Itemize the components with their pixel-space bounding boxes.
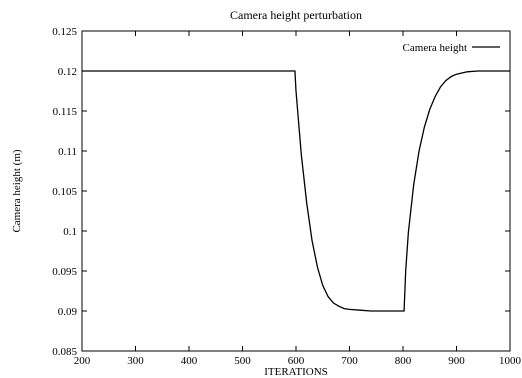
x-axis: 200 300 400 500 600 700 800 900 1000 — [74, 31, 522, 367]
y-tick-label: 0.12 — [58, 66, 77, 78]
x-tick-label: 300 — [127, 355, 144, 367]
x-tick-label: 600 — [288, 355, 305, 367]
y-tick-label: 0.11 — [58, 146, 77, 158]
x-tick-label: 500 — [234, 355, 251, 367]
y-tick-label: 0.09 — [58, 306, 78, 318]
y-axis: 0.085 0.09 0.095 0.1 0.105 0.11 0.115 0.12 0.125 — [52, 26, 510, 358]
x-tick-label: 800 — [395, 355, 412, 367]
chart-title: Camera height perturbation — [230, 8, 362, 22]
y-tick-label: 0.095 — [52, 266, 77, 278]
y-tick-label: 0.1 — [63, 226, 77, 238]
y-tick-label: 0.115 — [53, 106, 78, 118]
x-tick-label: 200 — [74, 355, 91, 367]
series-line-camera-height — [82, 70, 510, 312]
x-tick-label: 400 — [181, 355, 198, 367]
y-tick-label: 0.085 — [52, 346, 77, 358]
x-tick-label: 900 — [448, 355, 465, 367]
legend-label-camera-height: Camera height — [403, 42, 467, 54]
y-axis-label: Camera height (m) — [11, 149, 23, 232]
legend: Camera height — [403, 42, 500, 54]
x-tick-label: 700 — [341, 355, 358, 367]
x-axis-label: ITERATIONS — [264, 366, 328, 378]
x-tick-label: 1000 — [499, 355, 522, 367]
y-tick-label: 0.105 — [52, 186, 77, 198]
y-tick-label: 0.125 — [52, 26, 77, 38]
